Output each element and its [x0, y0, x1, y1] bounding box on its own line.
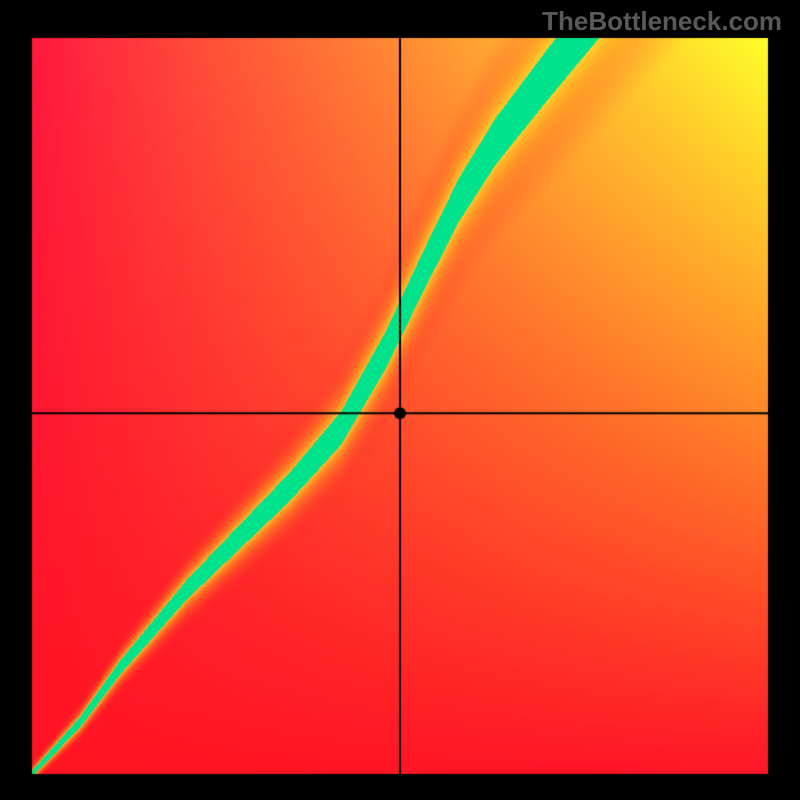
watermark-text: TheBottleneck.com [542, 6, 782, 37]
chart-container: TheBottleneck.com [0, 0, 800, 800]
heatmap-canvas [0, 0, 800, 800]
